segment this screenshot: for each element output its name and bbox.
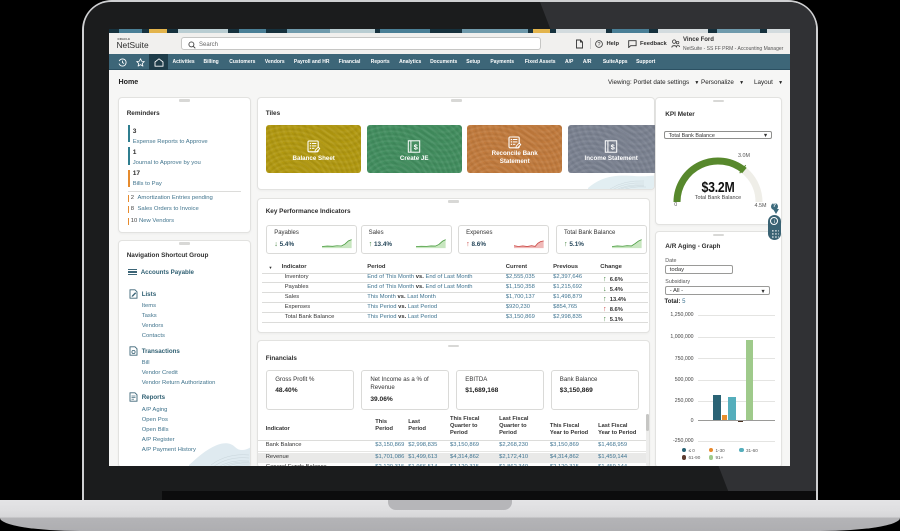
svg-text:?: ? (598, 42, 601, 48)
svg-text:$: $ (611, 142, 615, 151)
svg-text:$: $ (414, 142, 418, 151)
